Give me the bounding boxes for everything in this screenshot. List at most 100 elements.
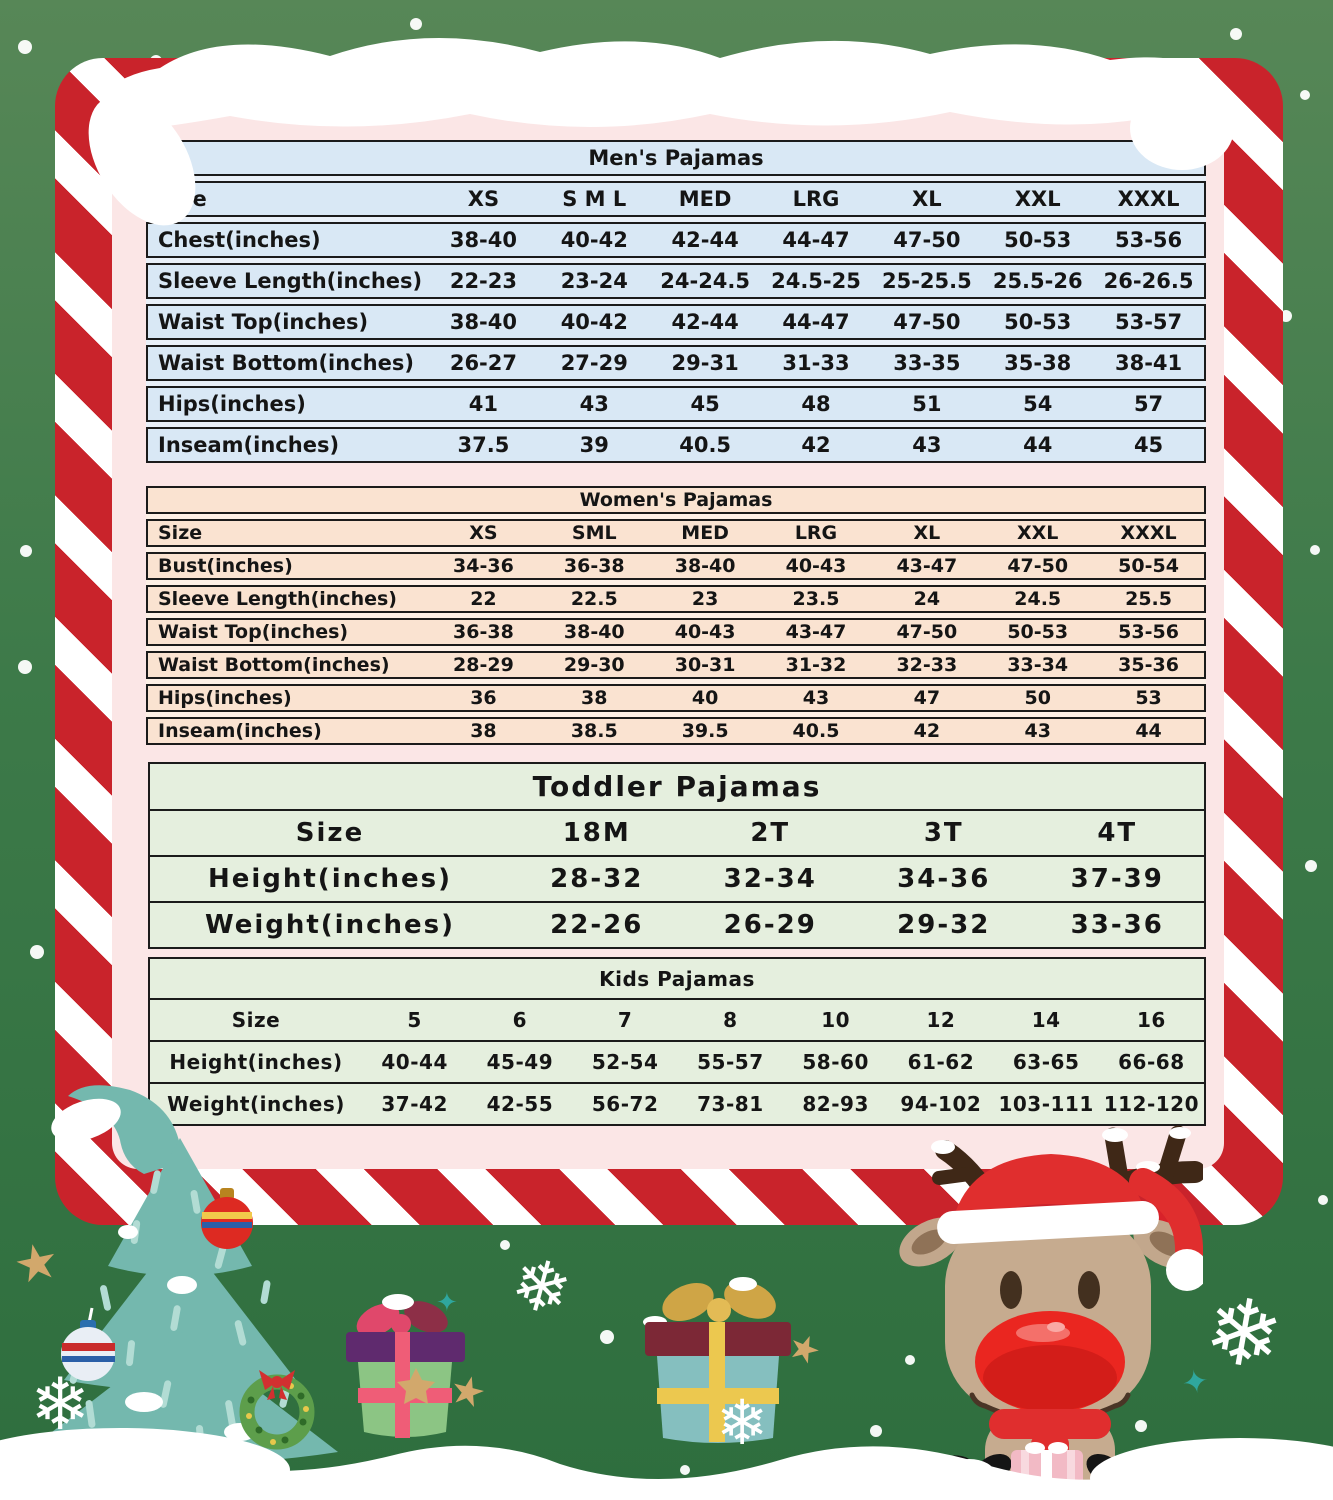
table-cell: 42-55 [486,1092,554,1116]
table-cell: 22-26 [550,910,644,940]
snow-dot [1230,28,1242,40]
row-label: Height(inches) [207,864,453,894]
table-cell: 38 [470,720,497,742]
table-cell: 5 [407,1008,422,1032]
table-cell: 18M [562,818,631,848]
table-cell: 30-31 [674,654,736,676]
wreath-bow [259,1370,295,1400]
table-cell: 39 [579,433,609,457]
table-cell: 42 [913,720,941,742]
table-row: Height(inches) 28-32 32-34 34-36 37-39 [150,855,1204,901]
snow-dot [500,1240,510,1250]
table-cell: 2T [750,818,791,848]
table-cell: 47-50 [1007,555,1069,577]
table-cell: 50-53 [1007,621,1069,643]
row-label: Waist Top(inches) [158,621,349,643]
table-cell: 103-111 [998,1092,1094,1116]
table-title: Women's Pajamas [146,486,1206,514]
table-cell: 52-54 [591,1050,659,1074]
row-label: Weight(inches) [167,1092,345,1116]
snow-dot [870,1425,882,1437]
table-cell: 54 [1023,392,1053,416]
table-cell: 44-47 [782,228,850,252]
table-cell: 48 [801,392,831,416]
table-cell: 43 [1024,720,1051,742]
gift-green-pink-icon [346,1294,465,1438]
table-cell: 45 [1133,433,1164,457]
table-cell: 45 [690,392,720,416]
snow-dot [1280,310,1292,322]
table-cell: 33-36 [1070,910,1164,940]
table-cell: 53-56 [1118,621,1179,643]
row-label: Sleeve Length(inches) [158,588,397,610]
snow-dot [600,1330,614,1344]
table-cell: 10 [821,1008,851,1032]
table-cell: 14 [1031,1008,1061,1032]
table-cell: 24.5 [1014,588,1062,610]
table-cell: 38.5 [570,720,618,742]
table-cell: 36-38 [453,621,514,643]
table-cell: XXXL [1120,522,1177,544]
table-row: Sleeve Length(inches) 22-23 23-24 24-24.5 24… [146,263,1206,299]
snow-dot [1318,1195,1328,1205]
table-cell: 53 [1135,687,1162,709]
row-label: Size [295,818,365,848]
table-cell: 26-29 [723,910,817,940]
table-cell: 44-47 [782,310,850,334]
table-cell: 4T [1097,818,1138,848]
snow-dot [20,545,32,557]
table-cell: 42-44 [671,310,739,334]
table-cell: 40-44 [381,1050,448,1074]
table-cell: 94-102 [900,1092,982,1116]
table-cell: 8 [723,1008,738,1032]
table-cell: SML [571,522,617,544]
table-row: Hips(inches) 41 43 45 48 51 54 57 [146,386,1206,422]
table-cell: 50-54 [1118,555,1179,577]
table-cell: 56-72 [591,1092,659,1116]
top-snow-band [88,37,1234,226]
table-cell: 29-32 [897,910,991,940]
table-cell: XXL [1017,522,1059,544]
table-cell: 47-50 [893,228,961,252]
table-cell: 34-36 [453,555,514,577]
table-cell: 31-32 [785,654,847,676]
table-cell: 37-42 [381,1092,448,1116]
table-cell: 38-40 [563,621,625,643]
table-title-text: Toddler Pajamas [532,770,822,803]
snow-dot [905,1355,915,1365]
snowflake-icon: ❄ [30,1362,91,1446]
table-cell: XS [469,522,498,544]
table-cell: 73-81 [697,1092,764,1116]
table-cell: 26-27 [449,351,517,375]
table-cell: 36-38 [563,555,625,577]
table-row: Waist Bottom(inches) 26-27 27-29 29-31 31-33… [146,345,1206,381]
snow-dot [18,40,32,54]
table-row: Inseam(inches) 38 38.5 39.5 40.5 42 43 44 [146,717,1206,745]
table-cell: 32-34 [723,864,817,894]
table-title: Toddler Pajamas [150,764,1204,809]
table-title-text: Kids Pajamas [599,966,755,991]
table-cell: 24 [913,588,941,610]
table-cell: 43 [912,433,942,457]
table-row: Hips(inches) 36 38 40 43 47 50 53 [146,684,1206,712]
table-row: Inseam(inches) 37.5 39 40.5 42 43 44 45 [146,427,1206,463]
table-cell: 26-26.5 [1103,269,1194,293]
table-cell: 28-32 [550,864,644,894]
table-cell: 35-38 [1004,351,1072,375]
table-cell: 40-43 [785,555,847,577]
table-title-text: Women's Pajamas [579,489,773,511]
table-row: Size 18M 2T 3T 4T [150,809,1204,855]
table-cell: 38-40 [449,310,517,334]
table-cell: 61-62 [907,1050,975,1074]
toddler-pajamas-table: Toddler Pajamas Size 18M 2T 3T 4T Height(inche… [148,762,1206,949]
table-cell: 23 [691,588,719,610]
table-cell: 22.5 [570,588,618,610]
table-cell: 25.5-26 [992,269,1083,293]
table-row: Waist Top(inches) 36-38 38-40 40-43 43-47 47-… [146,618,1206,646]
table-cell: 63-65 [1012,1050,1080,1074]
row-label: Sleeve Length(inches) [158,269,423,293]
table-cell: 53-56 [1114,228,1183,252]
table-cell: XL [913,522,941,544]
